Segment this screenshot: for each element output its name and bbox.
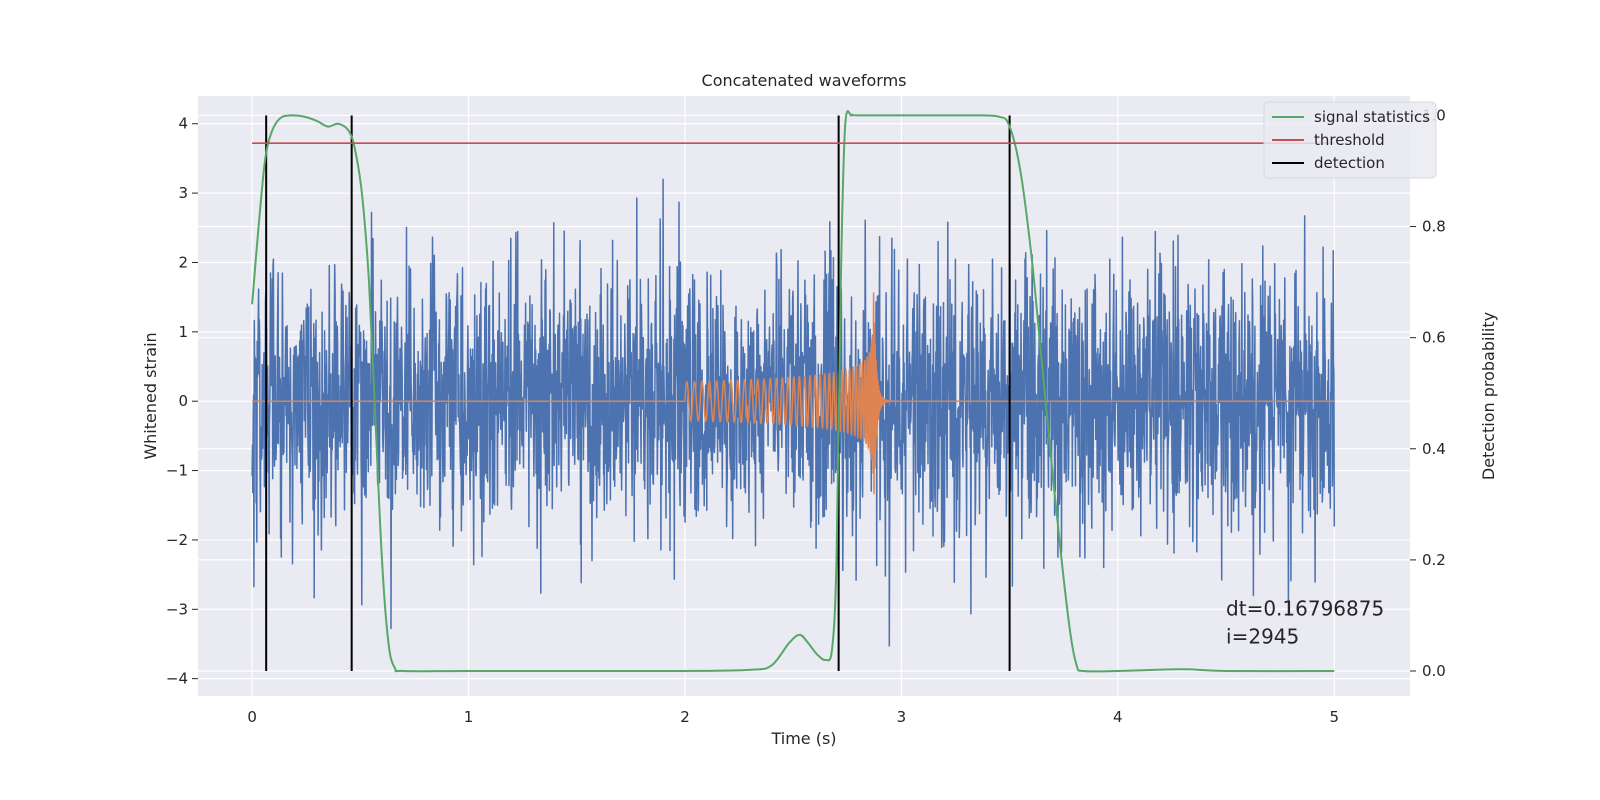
y-tick-label: 0	[178, 392, 188, 410]
whitened-strain-noise-line	[251, 178, 1336, 647]
series-layer	[251, 110, 1336, 673]
y2-tick-label: 0.4	[1422, 440, 1446, 458]
y2-tick-label: 0.2	[1422, 551, 1446, 569]
legend-box	[1263, 101, 1437, 179]
signal-statistics-line	[251, 110, 1335, 673]
annotation-text: dt=0.16796875	[1226, 596, 1384, 620]
y-tick-label: −4	[166, 670, 188, 688]
x-tick-label: 0	[247, 708, 257, 726]
x-axis-label: Time (s)	[770, 729, 836, 748]
y-tick-label: 4	[178, 115, 188, 133]
chirp-waveform-line	[252, 292, 1335, 495]
x-tick-label: 5	[1329, 708, 1339, 726]
annotation: dt=0.16796875 i=2945	[1226, 596, 1384, 648]
annotation-text: i=2945	[1226, 624, 1299, 648]
y-tick-label: 2	[178, 253, 188, 271]
legend-label: detection	[1314, 154, 1385, 172]
y-axis-label: Whitened strain	[141, 332, 160, 459]
y2-tick-label: 0.6	[1422, 329, 1446, 347]
y-tick-label: −1	[166, 462, 188, 480]
chart-title: Concatenated waveforms	[702, 71, 907, 90]
y2-tick-label: 0.8	[1422, 218, 1446, 236]
y-tick-label: 1	[178, 323, 188, 341]
x-tick-label: 4	[1113, 708, 1123, 726]
x-tick-label: 3	[897, 708, 907, 726]
x-tick-label: 1	[464, 708, 474, 726]
legend-label: signal statistics	[1314, 108, 1430, 126]
x-tick-label: 2	[680, 708, 690, 726]
legend: signal statistics threshold detection	[1263, 101, 1437, 179]
y2-axis-label: Detection probability	[1479, 312, 1498, 480]
legend-label: threshold	[1314, 131, 1385, 149]
y-tick-label: 3	[178, 184, 188, 202]
y-tick-label: −2	[166, 531, 188, 549]
y-tick-label: −3	[166, 600, 188, 618]
y2-tick-label: 0.0	[1422, 662, 1446, 680]
